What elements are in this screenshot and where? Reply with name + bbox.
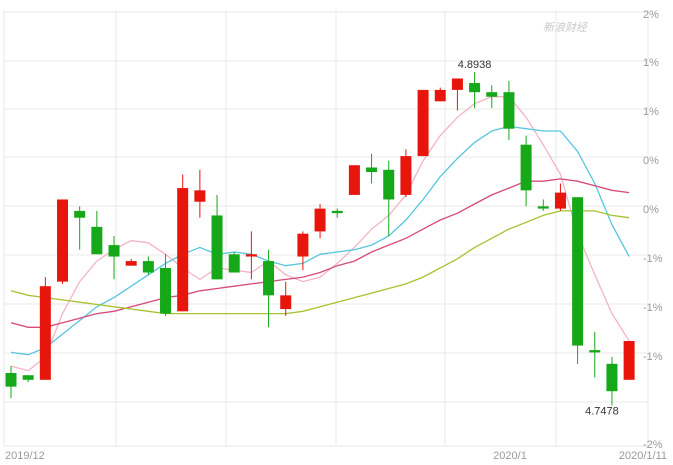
y-axis-right: 2% 1% 1% 0% 0% -1% -1% -1% -2% [643, 9, 663, 451]
candle-body [314, 208, 326, 232]
candle [366, 153, 378, 184]
candle [108, 235, 120, 280]
candle-body [469, 83, 481, 93]
candle-body [366, 167, 378, 173]
x-axis: 2019/12 2020/1 2020/1/11 [5, 450, 667, 462]
candle [142, 256, 154, 275]
candle-body [554, 192, 566, 209]
y-tick-label: -1% [643, 302, 663, 314]
y-tick-label: -1% [643, 253, 663, 265]
candle [572, 197, 584, 364]
candle-body [160, 267, 172, 314]
candle [211, 194, 223, 280]
candle [125, 258, 137, 266]
candle [417, 89, 429, 157]
y-tick-label: -2% [643, 439, 663, 451]
ma30-line [10, 210, 630, 315]
candle [606, 356, 618, 406]
candle-body [537, 206, 549, 209]
candle [503, 80, 515, 141]
x-tick-label: 2020/1/11 [619, 450, 667, 462]
candle [331, 208, 343, 218]
x-tick-label: 2019/12 [5, 450, 45, 462]
candle [554, 183, 566, 211]
candle-body [503, 92, 515, 129]
candle-body [194, 190, 206, 202]
candle-body [228, 254, 240, 273]
candle [228, 251, 240, 273]
candle [280, 281, 292, 316]
candle [5, 366, 17, 399]
y-tick-label: 2% [643, 9, 659, 21]
max-price-label: 4.8938 [458, 59, 492, 71]
candle-body [606, 363, 618, 392]
candle-body [520, 144, 532, 191]
candle-body [589, 350, 601, 353]
candle-body [451, 78, 463, 90]
candle-body [383, 169, 395, 200]
ma10-line [10, 125, 630, 356]
candle [451, 78, 463, 111]
candle [177, 174, 189, 312]
candle [520, 135, 532, 207]
x-tick-label: 2020/1 [493, 450, 527, 462]
candle [263, 249, 275, 328]
candle [245, 231, 257, 280]
candle-body [572, 197, 584, 346]
min-price-label: 4.7478 [585, 405, 619, 417]
candle-body [297, 233, 309, 257]
watermark-text: 新浪财经 [543, 21, 588, 34]
candle-body [177, 188, 189, 312]
candle-body [125, 261, 137, 266]
candle [74, 206, 86, 250]
candle-body [348, 165, 360, 195]
candle [400, 149, 412, 198]
candle-body [263, 261, 275, 296]
candle [91, 210, 103, 255]
candle-body [211, 215, 223, 280]
y-tick-label: 1% [643, 106, 659, 118]
candle-body [623, 340, 635, 380]
candle-body [108, 245, 120, 257]
candle-body [142, 261, 154, 273]
candle-body [22, 375, 34, 380]
candle-body [434, 89, 446, 102]
candles [5, 72, 635, 406]
candle-body [417, 89, 429, 157]
candle-body [280, 295, 292, 310]
y-tick-label: 0% [643, 204, 659, 216]
candle-body [74, 210, 86, 218]
candle [194, 169, 206, 218]
candle-body [245, 254, 257, 257]
candle [589, 331, 601, 378]
candle-body [91, 226, 103, 255]
candle-body [39, 286, 51, 380]
candle-body [400, 156, 412, 195]
candle [623, 340, 635, 380]
candle [537, 199, 549, 211]
candle [160, 254, 172, 316]
candle [39, 277, 51, 380]
y-tick-label: -1% [643, 351, 663, 363]
candle [348, 165, 360, 195]
candle [486, 85, 498, 109]
candle [22, 375, 34, 383]
candle [57, 199, 69, 284]
candle-body [331, 210, 343, 214]
candle [434, 87, 446, 102]
candle [469, 72, 481, 109]
candle-body [486, 92, 498, 97]
candle-body [5, 372, 17, 387]
candle [314, 204, 326, 239]
candle [297, 231, 309, 271]
y-tick-label: 1% [643, 57, 659, 69]
y-tick-label: 0% [643, 155, 659, 167]
candle [383, 160, 395, 236]
candle-body [57, 199, 69, 282]
